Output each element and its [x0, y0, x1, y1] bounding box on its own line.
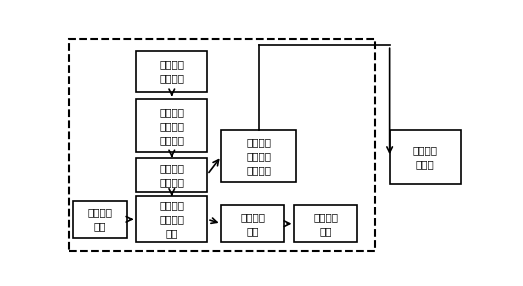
Text: 三相电流
不平衡度
生成单元: 三相电流 不平衡度 生成单元 — [160, 107, 184, 145]
Text: 启动控制
单元: 启动控制 单元 — [87, 207, 112, 231]
Text: 实时数据
采集单元: 实时数据 采集单元 — [160, 59, 184, 83]
Bar — [221, 205, 285, 243]
Text: 最优换相
指令计算
单元: 最优换相 指令计算 单元 — [160, 200, 184, 238]
Text: 综合分析
判断单元: 综合分析 判断单元 — [160, 163, 184, 187]
Bar — [69, 39, 374, 251]
Bar — [73, 200, 128, 238]
Bar — [221, 130, 297, 182]
Text: 信息记录
单元: 信息记录 单元 — [313, 212, 338, 236]
Text: 自决策换
相开关: 自决策换 相开关 — [413, 145, 438, 169]
Bar — [137, 196, 207, 243]
Bar — [294, 205, 357, 243]
Bar — [137, 158, 207, 192]
Text: 三相电流
不平衡度
限值单元: 三相电流 不平衡度 限值单元 — [246, 137, 271, 175]
Bar — [137, 99, 207, 152]
Bar — [390, 130, 461, 184]
Bar — [137, 51, 207, 92]
Text: 指令发送
单元: 指令发送 单元 — [241, 212, 265, 236]
